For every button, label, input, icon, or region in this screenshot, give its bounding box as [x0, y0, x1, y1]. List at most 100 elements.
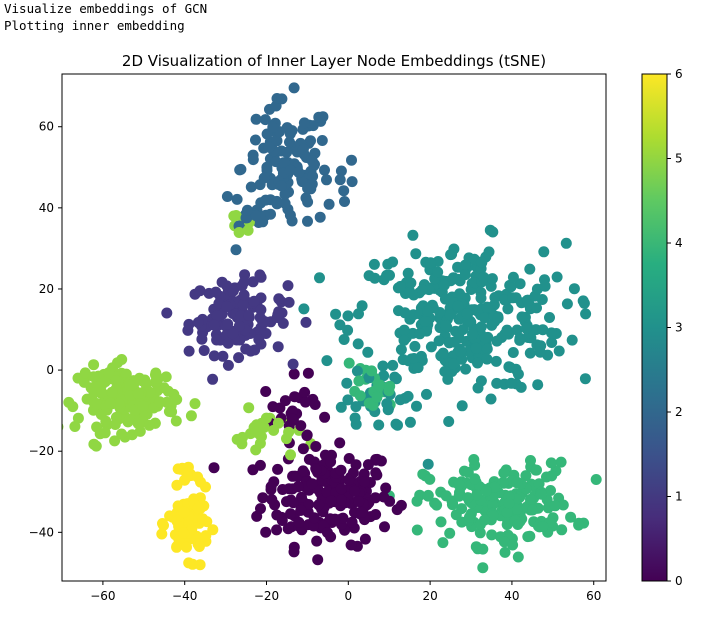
data-point: [371, 469, 383, 481]
data-point: [534, 346, 546, 358]
data-point: [422, 305, 434, 317]
data-point: [227, 285, 239, 297]
data-point: [306, 155, 318, 167]
data-point: [481, 343, 493, 355]
data-point: [109, 419, 121, 430]
data-point: [499, 546, 511, 558]
data-point: [421, 388, 432, 400]
data-point: [342, 324, 354, 336]
data-point: [196, 333, 208, 345]
data-point: [469, 473, 481, 485]
data-point: [329, 513, 341, 525]
data-point: [334, 174, 346, 186]
data-point: [124, 379, 136, 391]
data-point: [307, 170, 319, 182]
data-point: [362, 346, 374, 358]
data-point: [444, 527, 456, 539]
data-point: [267, 401, 279, 413]
data-point: [176, 462, 188, 474]
data-point: [302, 367, 314, 379]
data-point: [254, 179, 266, 191]
data-point: [475, 321, 487, 333]
data-point: [580, 308, 592, 320]
data-point: [524, 530, 536, 542]
data-point: [241, 204, 253, 216]
data-point: [154, 396, 166, 408]
data-point: [178, 506, 190, 518]
data-point: [222, 318, 234, 330]
data-point: [106, 386, 118, 398]
data-point: [381, 398, 393, 410]
data-point: [255, 271, 267, 283]
data-point: [549, 500, 561, 512]
data-point: [248, 295, 260, 307]
data-point: [200, 481, 211, 493]
data-point: [438, 279, 450, 291]
data-point: [261, 161, 273, 173]
data-point: [260, 194, 272, 206]
data-point: [515, 381, 527, 393]
data-point: [221, 191, 233, 202]
data-point: [321, 174, 332, 186]
data-point: [520, 322, 532, 334]
data-point: [410, 248, 422, 260]
data-point: [425, 341, 437, 353]
data-point: [132, 388, 144, 400]
data-point: [470, 342, 482, 354]
data-point: [311, 464, 322, 476]
data-point: [325, 495, 337, 507]
data-point: [313, 111, 325, 123]
data-point: [511, 503, 523, 515]
data-point: [391, 504, 403, 516]
data-point: [227, 328, 239, 340]
data-point: [373, 379, 384, 391]
colorbar-tick-label: 2: [675, 405, 683, 419]
data-point: [553, 345, 565, 357]
data-point: [282, 523, 294, 535]
data-point: [194, 285, 206, 297]
data-point: [491, 335, 503, 347]
data-point: [161, 307, 173, 319]
data-point: [307, 120, 319, 132]
data-point: [211, 334, 223, 346]
data-point: [279, 188, 291, 200]
data-point: [503, 497, 515, 509]
colorbar: [641, 73, 668, 582]
data-point: [319, 411, 331, 423]
data-point: [511, 324, 523, 336]
data-point: [472, 382, 484, 394]
data-point: [247, 154, 259, 166]
data-point: [378, 491, 390, 503]
plot-frame: [61, 73, 607, 582]
data-point: [353, 375, 365, 387]
data-point: [343, 474, 355, 486]
data-point: [216, 276, 228, 288]
data-point: [462, 492, 474, 504]
data-point: [233, 320, 245, 332]
data-point: [440, 490, 452, 502]
data-point: [265, 481, 277, 493]
data-point: [316, 135, 328, 146]
data-point: [171, 479, 183, 491]
data-point: [475, 292, 487, 304]
data-point: [292, 481, 304, 493]
data-point: [192, 317, 204, 328]
data-point: [443, 416, 455, 427]
data-point: [501, 507, 513, 518]
x-tick-label: 40: [504, 589, 519, 603]
data-point: [464, 511, 475, 523]
data-point: [109, 435, 121, 447]
x-tick-label: 60: [586, 589, 601, 603]
data-point: [238, 276, 250, 288]
data-point: [287, 358, 299, 370]
data-point: [380, 482, 392, 494]
data-point: [560, 237, 572, 249]
data-point: [414, 328, 426, 340]
data-point: [321, 527, 333, 538]
data-point: [424, 473, 436, 485]
data-point: [200, 530, 212, 542]
data-point: [283, 296, 295, 308]
data-point: [445, 249, 457, 261]
data-point: [308, 512, 320, 524]
